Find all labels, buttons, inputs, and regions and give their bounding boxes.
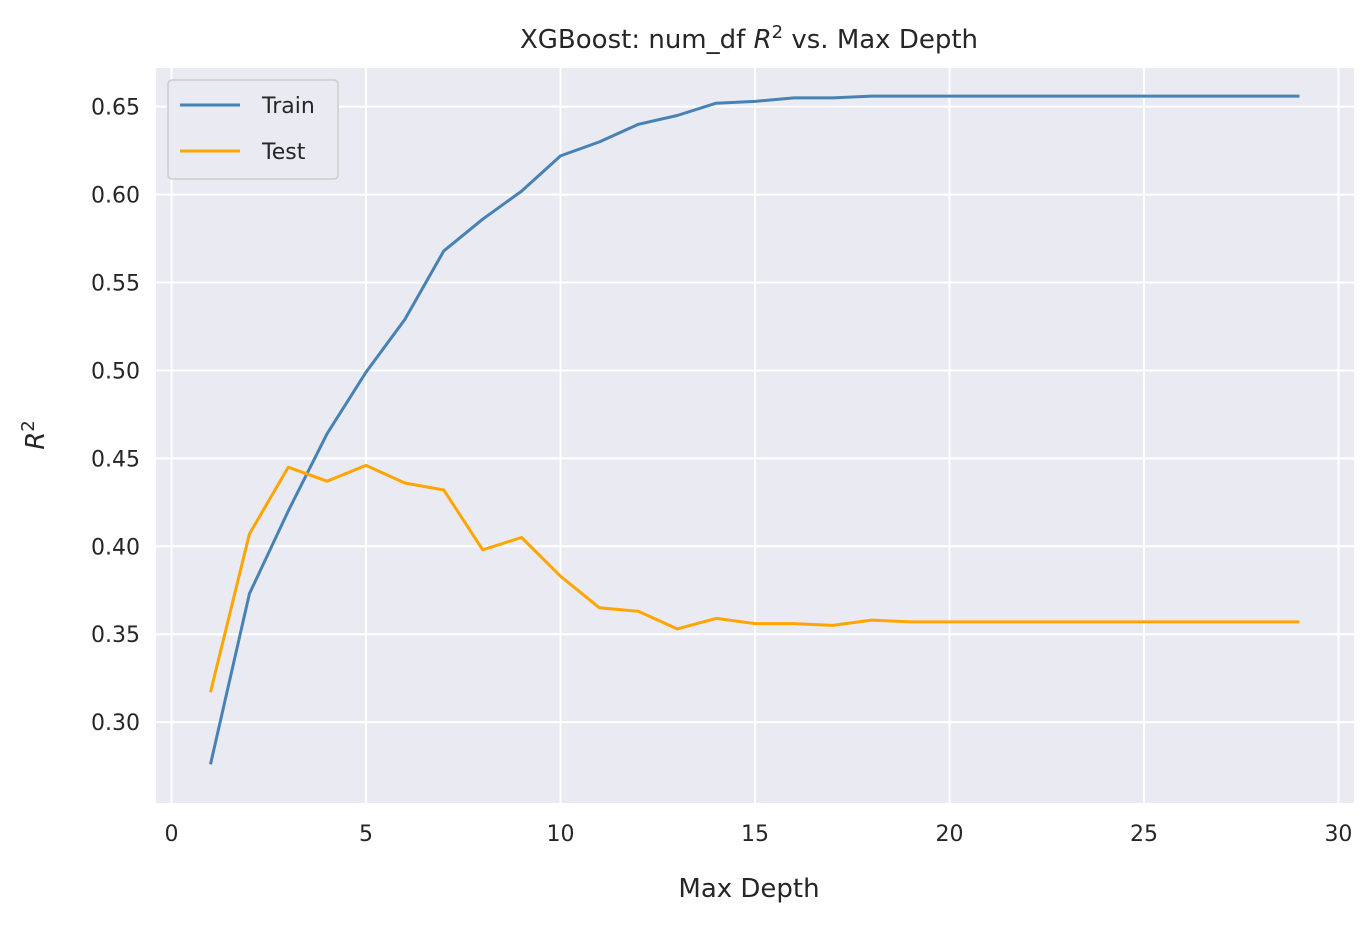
x-tick-label: 15 [741,822,769,847]
y-tick-label: 0.35 [91,623,140,648]
x-tick-label: 5 [359,822,373,847]
series-line-train [209,94,1300,765]
x-tick-labels: 0 5 10 15 20 25 30 [165,822,1353,847]
series-lines [209,94,1300,765]
x-tick-label: 25 [1130,822,1158,847]
legend-label-train: Train [261,94,315,119]
y-tick-label: 0.55 [91,272,140,297]
y-tick-label: 0.45 [91,447,140,472]
series-line-test [209,463,1300,693]
x-axis-label: Max Depth [678,874,819,904]
y-tick-label: 0.60 [91,184,140,209]
legend-label-test: Test [261,140,306,165]
x-tick-label: 0 [165,822,179,847]
y-axis-label: R2 [18,420,52,450]
y-tick-label: 0.30 [91,711,140,736]
y-tick-label: 0.65 [91,96,140,121]
x-tick-label: 30 [1324,822,1352,847]
y-tick-labels: 0.30 0.35 0.40 0.45 0.50 0.55 0.60 0.65 [91,96,140,736]
legend: Train Test [167,79,339,180]
x-tick-label: 20 [935,822,963,847]
y-tick-label: 0.40 [91,535,140,560]
grid [156,68,1354,803]
chart-title: XGBoost: num_df R2 vs. Max Depth [520,22,978,56]
y-tick-label: 0.50 [91,359,140,384]
x-tick-label: 10 [547,822,575,847]
